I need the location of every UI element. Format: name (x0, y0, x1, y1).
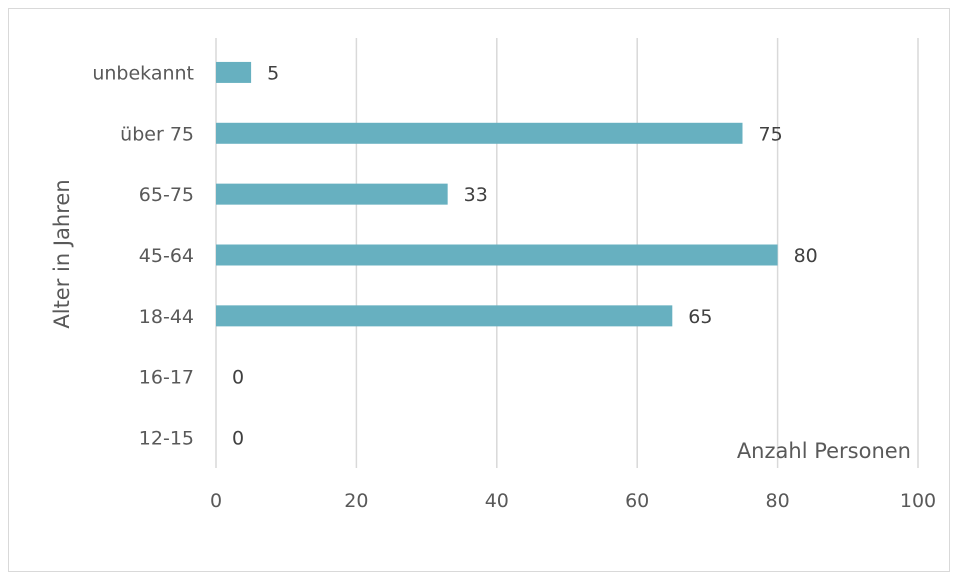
bar (216, 122, 743, 144)
data-label: 65 (688, 306, 712, 328)
data-labels: 0 0 65 80 33 75 5 (232, 62, 818, 449)
category-label: 65-75 (139, 184, 194, 206)
data-label: 80 (794, 245, 818, 267)
bar (216, 305, 673, 327)
bar (216, 183, 448, 205)
x-tick-label: 60 (625, 490, 649, 512)
bar (216, 61, 252, 83)
category-label: 16-17 (139, 367, 194, 389)
category-label: 45-64 (139, 245, 194, 267)
x-tick-label: 0 (210, 490, 222, 512)
category-label: unbekannt (92, 62, 194, 84)
data-label: 0 (232, 367, 244, 389)
data-label: 5 (267, 62, 279, 84)
x-tick-label: 100 (900, 490, 936, 512)
x-tick-label: 40 (485, 490, 509, 512)
data-label: 0 (232, 428, 244, 450)
category-label: über 75 (120, 123, 194, 145)
y-axis-title: Alter in Jahren (50, 179, 74, 328)
data-label: 75 (759, 123, 783, 145)
category-labels: 12-15 16-17 18-44 45-64 65-75 über 75 unbekann… (92, 62, 194, 449)
data-label: 33 (464, 184, 488, 206)
category-label: 12-15 (139, 428, 194, 450)
chart-frame (8, 8, 950, 572)
x-tick-label: 20 (344, 490, 368, 512)
bar (216, 244, 778, 266)
x-axis-title: Anzahl Personen (737, 439, 911, 463)
category-label: 18-44 (139, 306, 194, 328)
bars (216, 61, 778, 327)
x-tick-label: 80 (766, 490, 790, 512)
x-tick-labels: 0 20 40 60 80 100 (210, 490, 936, 512)
